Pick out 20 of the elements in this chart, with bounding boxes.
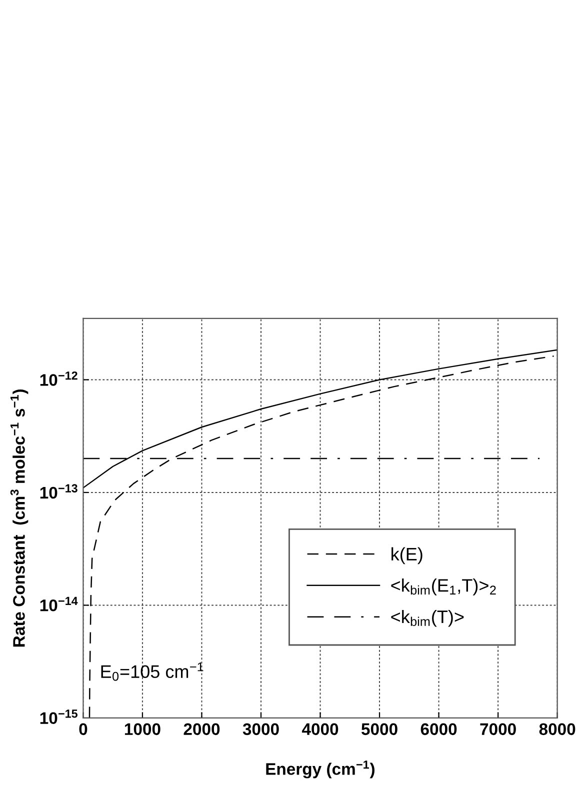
y-tick-label: 10$^{−13}$ (40, 484, 78, 499)
y-axis-title: Rate Constant (cm$^{3}$ molec$^{−1}$ s$^{−1}$) (10, 390, 28, 647)
y-tick-label: 10$^{−14}$ (40, 596, 78, 612)
x-tick-label: 5000 (361, 723, 398, 736)
y-tick-label: 10$^{−15}$ (40, 710, 78, 724)
x-tick-label: 3000 (242, 723, 279, 736)
x-tick-label: 1000 (124, 723, 160, 736)
x-tick-label: 6000 (420, 723, 457, 736)
x-tick-label: 2000 (184, 723, 220, 736)
annotation: E$_{0}$=105 cm$^{−1}$ (101, 662, 204, 681)
x-tick-label: 0 (79, 723, 88, 736)
legend-label: <k$_{bim}$(T)> (391, 610, 464, 627)
x-tick-label: 7000 (480, 723, 516, 736)
x-tick-label: 8000 (539, 723, 576, 736)
y-tick-label: 10$^{−12}$ (40, 371, 78, 386)
legend-label: k(E) (392, 547, 422, 564)
x-axis-title: Energy (cm$^{−1}$) (266, 760, 374, 778)
x-tick-label: 4000 (302, 723, 338, 736)
legend-label: <k$_{bim}$(E$_{1}$,T)>$_{2}$ (391, 578, 496, 596)
line-series (83, 349, 558, 488)
